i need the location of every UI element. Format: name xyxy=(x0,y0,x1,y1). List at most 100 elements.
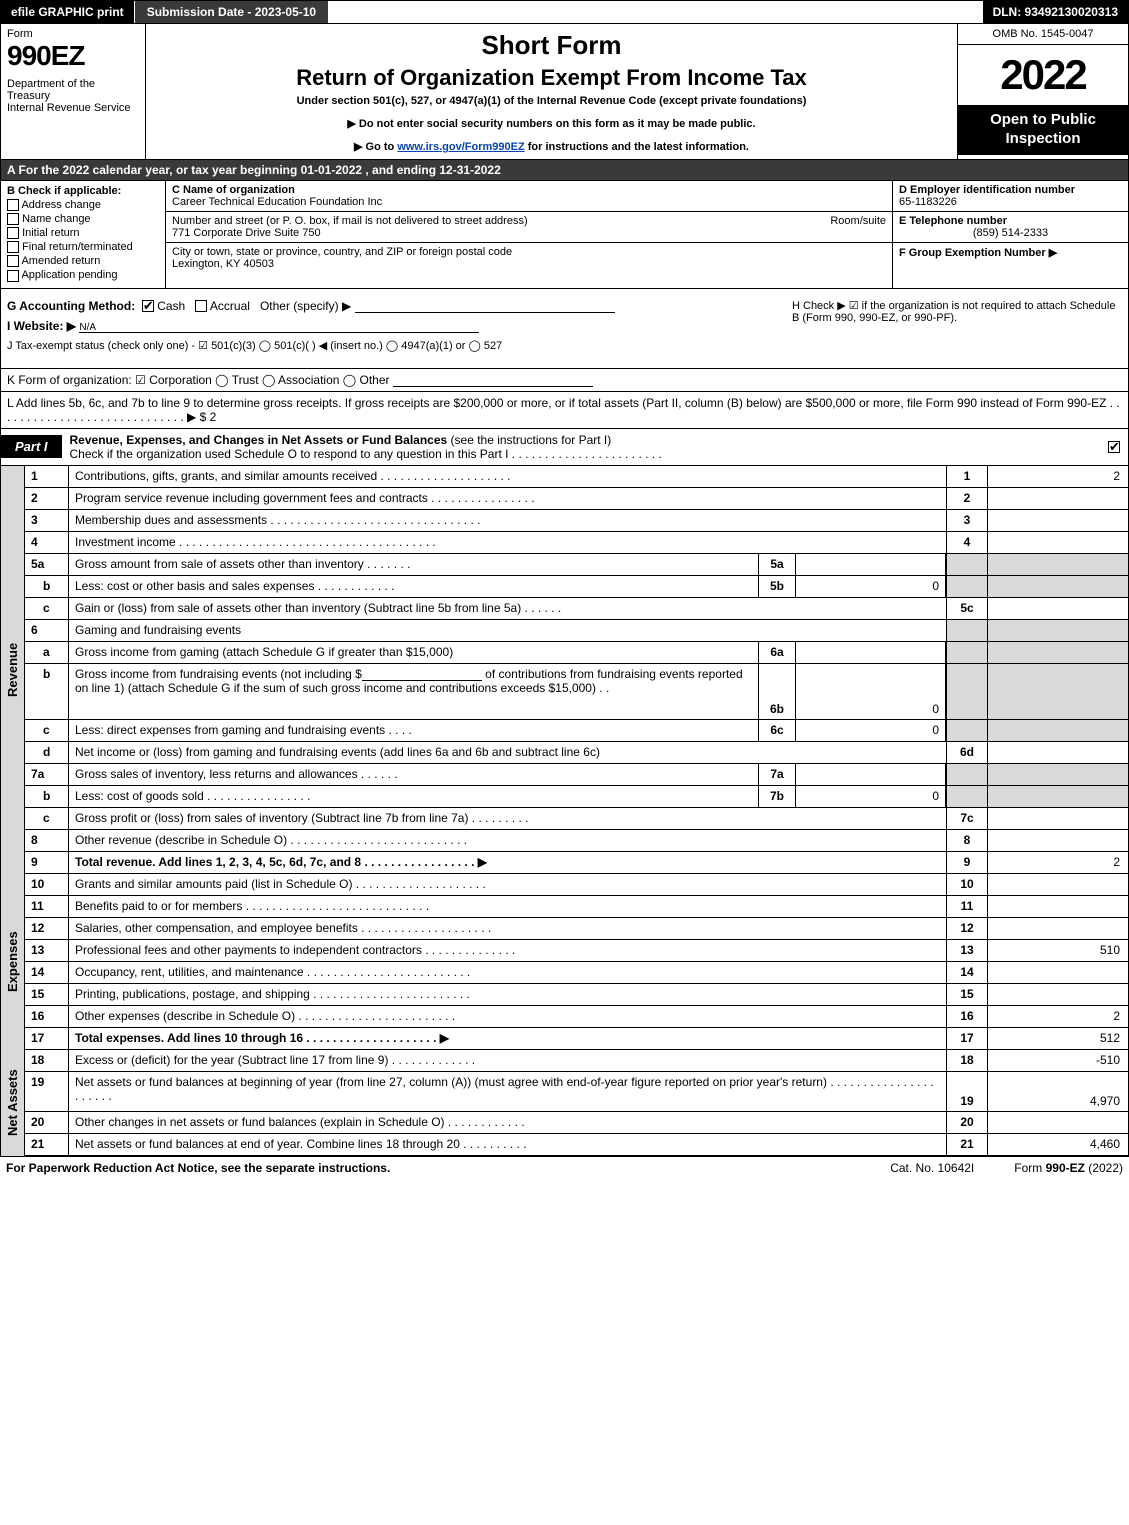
part-i-title-rest: (see the instructions for Part I) xyxy=(447,433,611,447)
l6c-ml: 6c xyxy=(758,720,796,741)
l10-desc: Grants and similar amounts paid (list in… xyxy=(69,874,946,895)
chk-amended-return[interactable]: Amended return xyxy=(7,255,159,267)
l6d-rn: 6d xyxy=(946,742,988,763)
l7c-desc: Gross profit or (loss) from sales of inv… xyxy=(69,808,946,829)
l5b-rv xyxy=(988,576,1128,597)
l7a-ml: 7a xyxy=(758,764,796,785)
goto-pre: ▶ Go to xyxy=(354,141,397,153)
expenses-section: Expenses 10 Grants and similar amounts p… xyxy=(0,874,1129,1050)
line-6c: c Less: direct expenses from gaming and … xyxy=(25,720,1128,742)
room-suite-lbl: Room/suite xyxy=(810,215,886,239)
l6a-rv xyxy=(988,642,1128,663)
l5a-ml: 5a xyxy=(758,554,796,575)
line-6d: d Net income or (loss) from gaming and f… xyxy=(25,742,1128,764)
line-1: 1 Contributions, gifts, grants, and simi… xyxy=(25,466,1128,488)
line-11: 11 Benefits paid to or for members . . .… xyxy=(25,896,1128,918)
line-8: 8 Other revenue (describe in Schedule O)… xyxy=(25,830,1128,852)
other-lbl: Other (specify) ▶ xyxy=(260,299,351,313)
l9-rn: 9 xyxy=(946,852,988,873)
l6b-desc: Gross income from fundraising events (no… xyxy=(69,664,758,719)
l4-num: 4 xyxy=(25,532,69,553)
chk-final-return[interactable]: Final return/terminated xyxy=(7,241,159,253)
l5a-desc: Gross amount from sale of assets other t… xyxy=(69,554,758,575)
l7a-rv xyxy=(988,764,1128,785)
other-specify-field[interactable] xyxy=(355,299,615,313)
l5c-num: c xyxy=(25,598,69,619)
part-i-title-bold: Revenue, Expenses, and Changes in Net As… xyxy=(70,433,448,447)
l19-num: 19 xyxy=(25,1072,69,1111)
f-lbl: F Group Exemption Number ▶ xyxy=(899,247,1057,259)
chk-accrual[interactable] xyxy=(195,300,207,312)
line-13: 13 Professional fees and other payments … xyxy=(25,940,1128,962)
l19-desc: Net assets or fund balances at beginning… xyxy=(69,1072,946,1111)
l9-num: 9 xyxy=(25,852,69,873)
goto-post: for instructions and the latest informat… xyxy=(525,141,749,153)
l8-rn: 8 xyxy=(946,830,988,851)
header-left: Form 990EZ Department of the Treasury In… xyxy=(1,24,146,159)
revenue-section: Revenue 1 Contributions, gifts, grants, … xyxy=(0,466,1129,874)
chk-name-change[interactable]: Name change xyxy=(7,213,159,225)
l6b-mv: 0 xyxy=(796,664,946,719)
form-header: Form 990EZ Department of the Treasury In… xyxy=(0,24,1129,160)
l20-desc: Other changes in net assets or fund bala… xyxy=(69,1112,946,1133)
irs-link[interactable]: www.irs.gov/Form990EZ xyxy=(397,141,524,153)
l3-desc: Membership dues and assessments . . . . … xyxy=(69,510,946,531)
header-center: Short Form Return of Organization Exempt… xyxy=(146,24,958,159)
l6b-rn xyxy=(946,664,988,719)
l14-desc: Occupancy, rent, utilities, and maintena… xyxy=(69,962,946,983)
l12-desc: Salaries, other compensation, and employ… xyxy=(69,918,946,939)
k-other-field[interactable] xyxy=(393,373,593,387)
l6c-rn xyxy=(946,720,988,741)
l7a-num: 7a xyxy=(25,764,69,785)
chk-initial-return[interactable]: Initial return xyxy=(7,227,159,239)
l17-num: 17 xyxy=(25,1028,69,1049)
l11-rn: 11 xyxy=(946,896,988,917)
chk-application-pending[interactable]: Application pending xyxy=(7,269,159,281)
chk-address-change[interactable]: Address change xyxy=(7,199,159,211)
top-bar: efile GRAPHIC print Submission Date - 20… xyxy=(0,0,1129,24)
header-right: OMB No. 1545-0047 2022 Open to Public In… xyxy=(958,24,1128,159)
l9-desc: Total revenue. Add lines 1, 2, 3, 4, 5c,… xyxy=(69,852,946,873)
l18-rn: 18 xyxy=(946,1050,988,1071)
col-c: C Name of organization Career Technical … xyxy=(166,181,893,288)
i-website: I Website: ▶ N/A xyxy=(7,319,792,333)
l19-rn: 19 xyxy=(946,1072,988,1111)
line-a: A For the 2022 calendar year, or tax yea… xyxy=(0,160,1129,181)
k-form-org: K Form of organization: ☑ Corporation ◯ … xyxy=(0,369,1129,392)
line-5c: c Gain or (loss) from sale of assets oth… xyxy=(25,598,1128,620)
part-i-check[interactable] xyxy=(1108,440,1128,454)
website-field[interactable]: N/A xyxy=(79,319,479,333)
line-18: 18 Excess or (deficit) for the year (Sub… xyxy=(25,1050,1128,1072)
col-def: D Employer identification number 65-1183… xyxy=(893,181,1128,288)
l18-num: 18 xyxy=(25,1050,69,1071)
dln-label: DLN: 93492130020313 xyxy=(983,1,1128,23)
l12-num: 12 xyxy=(25,918,69,939)
l17-rv: 512 xyxy=(988,1028,1128,1049)
c-addr-row: Number and street (or P. O. box, if mail… xyxy=(166,212,892,243)
l16-rn: 16 xyxy=(946,1006,988,1027)
chk-cash[interactable] xyxy=(142,300,154,312)
l6a-ml: 6a xyxy=(758,642,796,663)
tax-year: 2022 xyxy=(958,45,1128,105)
line-7b: b Less: cost of goods sold . . . . . . .… xyxy=(25,786,1128,808)
l21-desc: Net assets or fund balances at end of ye… xyxy=(69,1134,946,1155)
line-12: 12 Salaries, other compensation, and emp… xyxy=(25,918,1128,940)
l7c-num: c xyxy=(25,808,69,829)
line-7a: 7a Gross sales of inventory, less return… xyxy=(25,764,1128,786)
l18-desc: Excess or (deficit) for the year (Subtra… xyxy=(69,1050,946,1071)
efile-print-btn[interactable]: efile GRAPHIC print xyxy=(1,1,135,23)
g-accounting: G Accounting Method: Cash Accrual Other … xyxy=(7,299,792,313)
return-title: Return of Organization Exempt From Incom… xyxy=(156,65,947,91)
submission-date: Submission Date - 2023-05-10 xyxy=(135,1,328,23)
l14-rn: 14 xyxy=(946,962,988,983)
open-inspection: Open to Public Inspection xyxy=(958,105,1128,155)
l13-desc: Professional fees and other payments to … xyxy=(69,940,946,961)
l7c-rn: 7c xyxy=(946,808,988,829)
l18-rv: -510 xyxy=(988,1050,1128,1071)
l10-rv xyxy=(988,874,1128,895)
l6b-blank[interactable] xyxy=(362,667,482,681)
cash-lbl: Cash xyxy=(157,299,185,313)
e-phone: E Telephone number (859) 514-2333 xyxy=(893,212,1128,243)
l5b-desc: Less: cost or other basis and sales expe… xyxy=(69,576,758,597)
e-lbl: E Telephone number xyxy=(899,215,1122,227)
